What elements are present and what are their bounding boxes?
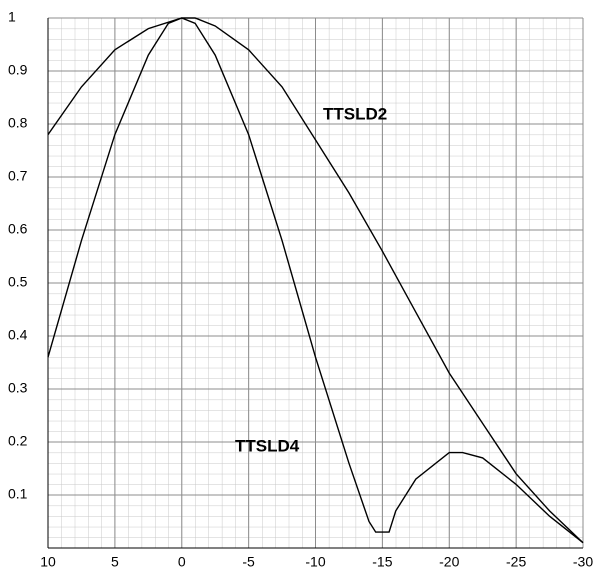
x-tick-label: -15: [372, 554, 392, 570]
x-tick-label: -20: [439, 554, 459, 570]
x-tick-label: 10: [40, 554, 56, 570]
y-tick-label: 0.8: [8, 115, 28, 131]
line-series: [47, 17, 584, 544]
annotation: TTSLD4: [235, 436, 300, 455]
x-tick-label: -10: [305, 554, 325, 570]
y-tick-label: 0.1: [8, 486, 28, 502]
annotation: TTSLD2: [323, 104, 387, 123]
y-tick-label: 0.9: [8, 62, 28, 78]
y-tick-label: 0.3: [8, 380, 28, 396]
y-tick-label: 0.4: [8, 327, 28, 343]
x-tick-label: 0: [178, 554, 186, 570]
x-tick-label: -25: [506, 554, 526, 570]
x-tick-label: -30: [573, 554, 593, 570]
y-tick-label: 0.2: [8, 433, 28, 449]
x-tick-label: -5: [242, 554, 255, 570]
y-tick-label: 0.5: [8, 274, 28, 290]
y-tick-label: 0.6: [8, 221, 28, 237]
line-series: [47, 17, 584, 544]
y-tick-label: 1: [8, 9, 16, 25]
x-tick-label: 5: [111, 554, 119, 570]
y-tick-label: 0.7: [8, 168, 28, 184]
